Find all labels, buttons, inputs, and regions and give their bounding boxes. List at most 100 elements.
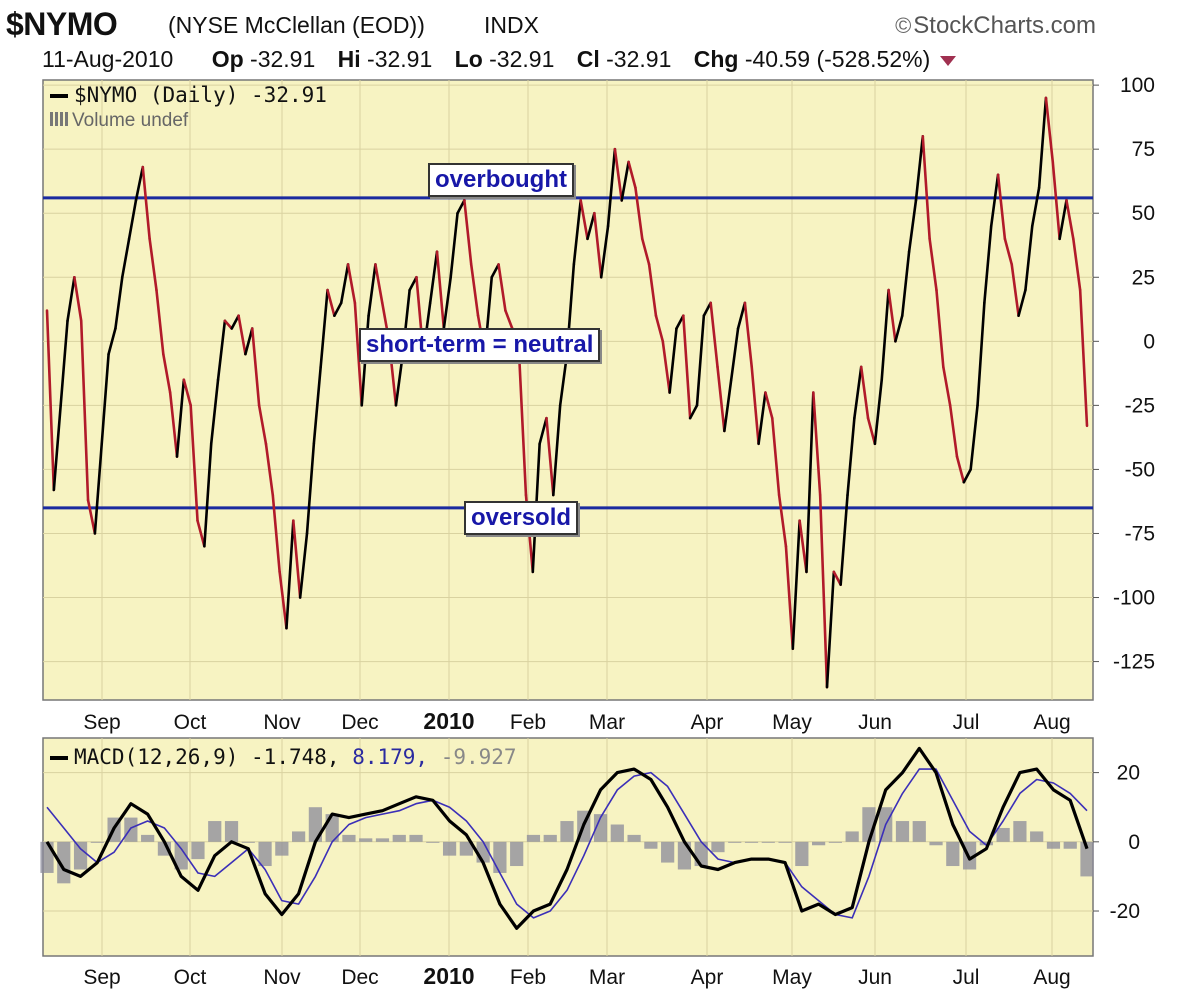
low-value: -32.91 [489,46,555,72]
histogram-bar [375,838,390,842]
histogram-bar [224,821,239,842]
nymo-segment [695,314,706,407]
histogram-bar [426,841,440,843]
nymo-segment [552,404,562,497]
nymo-segment [572,199,582,266]
nymo-segment [716,365,726,433]
nymo-segment [770,416,781,497]
nymo-segment [449,211,459,279]
histogram-bar [1046,841,1061,849]
x-tick-label: Nov [263,711,301,734]
histogram-bar [57,841,71,884]
x-tick-label: Jul [953,966,980,989]
x-tick-label: Sep [83,711,120,734]
y-tick-label: 0 [1143,330,1155,353]
histogram-bar [124,817,138,842]
nymo-segment [52,404,62,492]
nymo-segment [914,135,925,202]
histogram-bar [493,841,507,873]
nymo-segment [264,442,275,497]
nymo-segment [333,301,343,318]
nymo-segment [777,493,788,548]
nymo-segment [107,327,117,356]
nymo-segment [969,404,979,471]
nymo-segment [900,250,911,318]
nymo-segment [606,147,617,228]
nymo-segment [859,365,870,420]
nymo-segment [668,327,678,394]
nymo-segment [880,288,890,382]
nymo-segment [647,263,658,318]
nymo-segment [750,365,760,446]
histogram-bar [459,841,473,856]
nymo-segment [305,442,316,535]
brand-logo[interactable]: ©StockCharts.com [895,12,1096,40]
x-tick-label: May [772,711,812,734]
nymo-segment [285,519,295,630]
histogram-bar [174,841,188,870]
x-tick-label: May [772,966,812,989]
nymo-segment [1072,237,1082,292]
symbol-title: $NYMO [6,6,118,42]
y-tick-label: 0 [1128,831,1140,854]
volume-label: Volume undef [72,110,189,131]
y-tick-label: 75 [1132,138,1155,161]
nymo-segment [141,165,151,241]
nymo-segment [805,391,815,574]
nymo-segment [504,309,514,330]
x-tick-label: Nov [263,966,301,989]
histogram-bar [560,821,574,842]
main-legend-value: -32.91 [251,83,327,107]
nymo-segment [989,173,1000,228]
histogram-bar [392,834,406,842]
quote-date: 11-Aug-2010 [42,46,174,72]
nymo-segment [148,237,158,292]
y-tick-label: 25 [1132,266,1155,289]
y-tick-label: -50 [1125,458,1155,481]
nymo-segment [100,352,110,446]
close-value: -32.91 [606,46,672,72]
histogram-bar [593,814,608,842]
nymo-segment [654,314,665,343]
nymo-segment [1065,199,1075,241]
close-label: Cl [576,46,600,72]
nymo-segment [887,288,897,343]
histogram-bar [1013,821,1027,842]
nymo-segment [1078,288,1089,428]
nymo-segment [189,404,199,522]
nymo-segment [682,314,692,420]
nymo-segment [1051,160,1061,241]
nymo-segment [408,275,418,292]
nymo-segment [326,288,336,318]
histogram-bar [979,841,993,846]
nymo-segment [853,365,863,420]
macd-legend-value: -1.748, [251,745,340,769]
change-label: Chg [693,46,739,72]
x-tick-label: Feb [510,711,546,734]
nymo-segment [729,327,740,382]
nymo-segment [921,135,931,241]
nymo-segment [319,288,329,369]
high-label: Hi [337,46,361,72]
nymo-segment [244,327,254,356]
nymo-segment [374,263,384,305]
histogram-bar [510,841,524,867]
nymo-segment [593,211,603,279]
histogram-bar [845,831,859,842]
nymo-segment [1017,288,1027,318]
down-triangle-icon [940,55,957,66]
nymo-segment [271,493,281,574]
nymo-segment [237,314,247,356]
histogram-bar [744,841,759,843]
nymo-segment [346,263,357,305]
nymo-segment [723,378,733,433]
nymo-segment [620,160,630,202]
nymo-segment [463,199,473,266]
x-tick-label: Oct [174,711,207,734]
nymo-segment [216,319,227,382]
histogram-bar [241,841,255,843]
nymo-segment [996,173,1007,241]
nymo-segment [757,391,767,446]
nymo-segment [1030,186,1041,228]
